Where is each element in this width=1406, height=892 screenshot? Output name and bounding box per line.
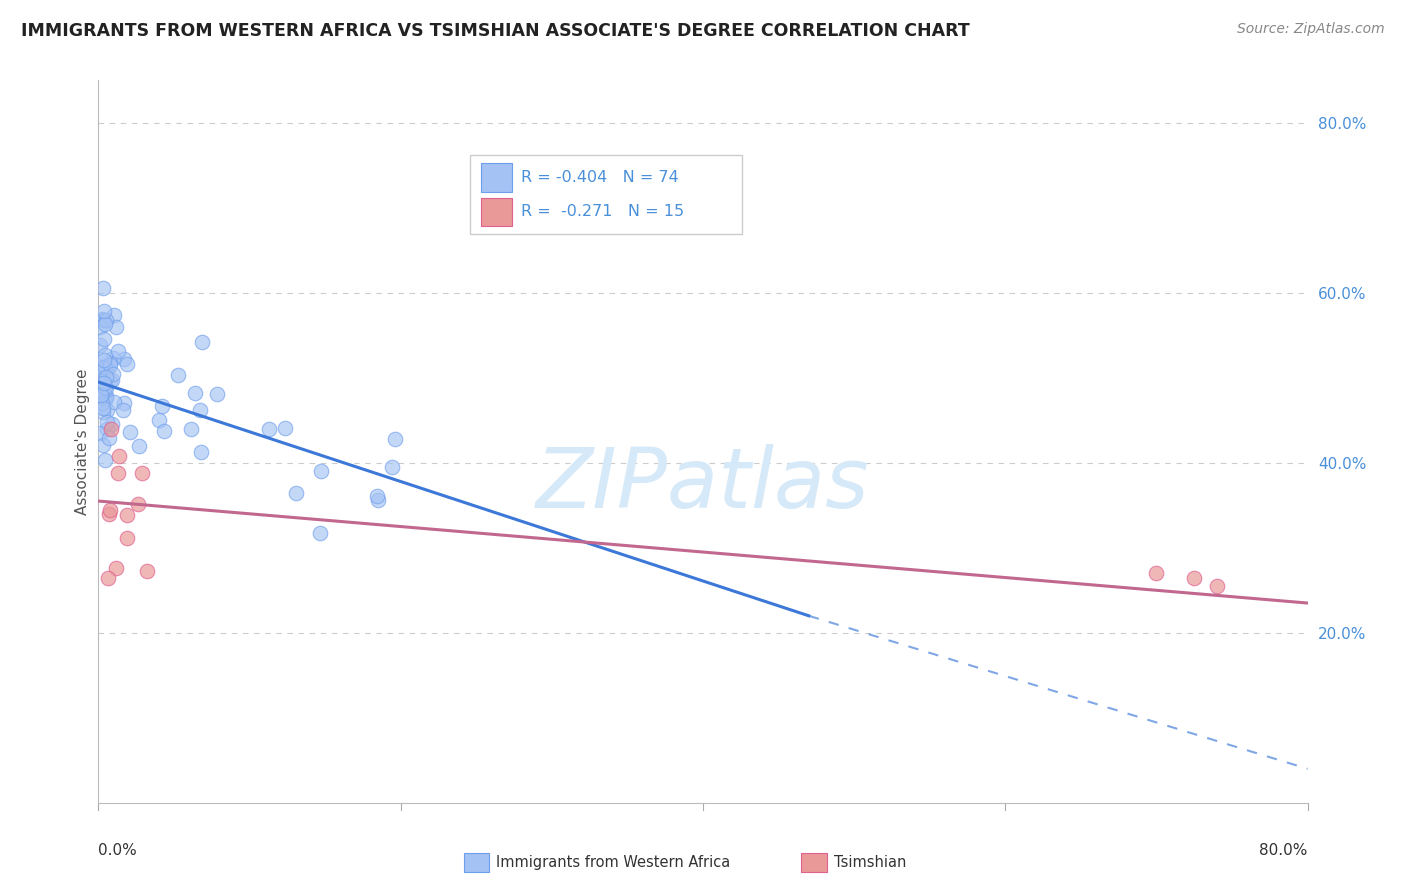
Text: ZIPatlas: ZIPatlas [536, 444, 870, 525]
Point [89, 384, 111, 399]
Point [367, 493, 389, 508]
Point [101, 417, 124, 432]
Text: Source: ZipAtlas.com: Source: ZipAtlas.com [1237, 22, 1385, 37]
Point [104, 319, 127, 334]
Point [107, 344, 129, 359]
Point [103, 308, 125, 322]
Point [128, 439, 150, 453]
Point [93, 304, 115, 318]
Point [366, 489, 388, 503]
Point [101, 367, 124, 381]
Point [115, 532, 138, 546]
Point [105, 561, 128, 575]
Point [89, 380, 111, 394]
Point [89, 425, 111, 440]
Point [93, 353, 115, 368]
Point [94, 379, 117, 393]
Point [108, 450, 131, 464]
Point [190, 444, 212, 458]
Point [93, 313, 115, 327]
Text: IMMIGRANTS FROM WESTERN AFRICA VS TSIMSHIAN ASSOCIATE'S DEGREE CORRELATION CHART: IMMIGRANTS FROM WESTERN AFRICA VS TSIMSH… [21, 22, 970, 40]
Text: R =  -0.271   N = 15: R = -0.271 N = 15 [520, 204, 683, 219]
Point [98, 358, 121, 372]
Point [150, 399, 173, 413]
Y-axis label: Associate's Degree: Associate's Degree [75, 368, 90, 515]
Point [101, 351, 124, 366]
Point [183, 386, 205, 401]
Point [285, 486, 308, 500]
Point [94, 360, 117, 375]
Point [94, 389, 117, 403]
Point [91, 401, 114, 415]
Point [90, 312, 112, 326]
Text: R = -0.404   N = 74: R = -0.404 N = 74 [520, 169, 678, 185]
Point [94, 381, 117, 395]
Point [205, 387, 228, 401]
Point [90, 376, 112, 391]
Point [90, 360, 112, 375]
Point [308, 525, 330, 540]
Point [309, 464, 332, 478]
Point [91, 438, 114, 452]
Point [384, 432, 406, 446]
Point [97, 571, 120, 585]
Point [112, 396, 135, 410]
Text: Tsimshian: Tsimshian [834, 855, 905, 870]
Point [127, 497, 149, 511]
Point [91, 396, 114, 410]
Text: 80.0%: 80.0% [1260, 843, 1308, 857]
Point [89, 337, 111, 351]
Point [94, 452, 117, 467]
Point [94, 390, 117, 404]
Point [97, 360, 120, 375]
Point [191, 334, 214, 349]
Point [117, 508, 139, 523]
Point [94, 349, 117, 363]
Point [107, 466, 129, 480]
Point [381, 459, 404, 474]
Point [96, 312, 118, 326]
Point [93, 393, 115, 408]
Point [98, 507, 121, 521]
Point [180, 422, 202, 436]
Point [90, 384, 112, 398]
Point [136, 564, 159, 578]
Point [93, 332, 115, 346]
Text: 0.0%: 0.0% [98, 843, 138, 857]
Point [100, 422, 122, 436]
Point [91, 362, 114, 376]
Point [100, 375, 122, 389]
Point [91, 280, 114, 294]
Point [112, 352, 135, 367]
Point [120, 425, 142, 439]
Point [153, 425, 176, 439]
Point [259, 422, 281, 436]
Point [96, 422, 118, 436]
Point [98, 503, 121, 517]
Point [103, 394, 125, 409]
Point [93, 405, 115, 419]
Point [112, 402, 135, 417]
Point [274, 421, 297, 435]
Point [131, 466, 153, 480]
Point [101, 373, 124, 387]
Point [1146, 566, 1168, 581]
Point [89, 388, 111, 402]
Point [115, 357, 138, 371]
Point [1206, 579, 1229, 593]
Point [96, 369, 118, 384]
Point [90, 384, 112, 399]
Point [96, 403, 118, 417]
Point [98, 431, 121, 445]
Point [98, 355, 121, 369]
Point [96, 415, 118, 429]
Point [94, 317, 117, 331]
Point [148, 413, 170, 427]
Text: Immigrants from Western Africa: Immigrants from Western Africa [496, 855, 731, 870]
Point [188, 403, 211, 417]
Point [89, 320, 111, 334]
Point [166, 368, 188, 382]
Point [93, 376, 115, 390]
Point [1182, 570, 1205, 584]
